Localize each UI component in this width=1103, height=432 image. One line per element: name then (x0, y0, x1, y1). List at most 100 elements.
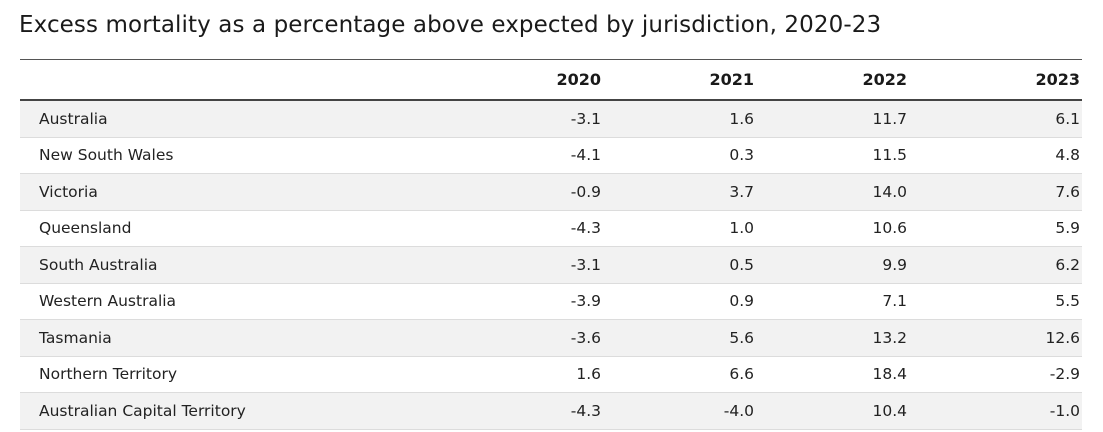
cell-2020: -4.3 (450, 210, 603, 247)
cell-value: 0.9 (729, 292, 754, 311)
cell-value: -3.9 (570, 292, 601, 311)
cell-2021: 1.0 (603, 210, 756, 247)
cell-2020: -3.1 (450, 100, 603, 137)
cell-value: 10.4 (872, 401, 907, 420)
cell-2022: 11.7 (756, 100, 909, 137)
cell-2021: 3.7 (603, 174, 756, 211)
cell-value: 6.1 (1055, 109, 1080, 128)
mortality-table: 2020 2021 2022 2023 Australia -3.1 1.6 11.7… (20, 59, 1082, 430)
row-jurisdiction-label: Victoria (39, 182, 98, 201)
cell-2022: 13.2 (756, 320, 909, 357)
row-jurisdiction-label: Tasmania (39, 328, 112, 347)
table-row: Victoria -0.9 3.7 14.0 7.6 (20, 173, 1082, 211)
cell-value: 11.7 (872, 109, 907, 128)
cell-value: -4.3 (570, 219, 601, 238)
cell-2021: 0.3 (603, 137, 756, 174)
table-header: 2020 2021 2022 2023 (20, 59, 1082, 101)
cell-2022: 10.4 (756, 393, 909, 430)
row-jurisdiction-label: Northern Territory (39, 365, 177, 384)
cell-2023: 6.2 (909, 247, 1082, 284)
cell-2020: -3.9 (450, 283, 603, 320)
cell-2022: 11.5 (756, 137, 909, 174)
cell-2023: 6.1 (909, 100, 1082, 137)
cell-value: 7.1 (882, 292, 907, 311)
cell-2021: 6.6 (603, 356, 756, 393)
table-row: Northern Territory 1.6 6.6 18.4 -2.9 (20, 356, 1082, 393)
cell-2022: 14.0 (756, 174, 909, 211)
cell-2023: 5.9 (909, 210, 1082, 247)
cell-2022: 7.1 (756, 283, 909, 320)
cell-value: -3.1 (570, 255, 601, 274)
cell-value: -3.6 (570, 328, 601, 347)
table-row: New South Wales -4.1 0.3 11.5 4.8 (20, 137, 1082, 174)
cell-value: 4.8 (1055, 146, 1080, 165)
table-body: Australia -3.1 1.6 11.7 6.1 New South Wales -4… (20, 100, 1082, 429)
cell-2023: 12.6 (909, 320, 1082, 357)
cell-2022: 10.6 (756, 210, 909, 247)
cell-2020: -3.6 (450, 320, 603, 357)
cell-2021: 5.6 (603, 320, 756, 357)
cell-value: 7.6 (1055, 182, 1080, 201)
header-2020-label: 2020 (556, 70, 601, 89)
header-2020: 2020 (450, 60, 603, 101)
cell-value: 12.6 (1045, 328, 1080, 347)
cell-value: 6.6 (729, 365, 754, 384)
header-2021: 2021 (603, 60, 756, 101)
table-row: Queensland -4.3 1.0 10.6 5.9 (20, 210, 1082, 247)
cell-value: -0.9 (570, 182, 601, 201)
table-row: Western Australia -3.9 0.9 7.1 5.5 (20, 283, 1082, 320)
row-jurisdiction-label: Australian Capital Territory (39, 401, 246, 420)
cell-2023: -2.9 (909, 356, 1082, 393)
row-jurisdiction-label: South Australia (39, 255, 158, 274)
cell-value: 1.0 (729, 219, 754, 238)
cell-value: 0.5 (729, 255, 754, 274)
cell-2020: -0.9 (450, 174, 603, 211)
cell-2021: 1.6 (603, 100, 756, 137)
table-row: Australia -3.1 1.6 11.7 6.1 (20, 100, 1082, 137)
cell-value: 18.4 (872, 365, 907, 384)
cell-value: 0.3 (729, 146, 754, 165)
cell-value: -1.0 (1049, 401, 1080, 420)
cell-value: -3.1 (570, 109, 601, 128)
table-row: Australian Capital Territory -4.3 -4.0 10.4… (20, 392, 1082, 430)
cell-2020: -4.1 (450, 137, 603, 174)
cell-value: 11.5 (872, 146, 907, 165)
cell-2023: 7.6 (909, 174, 1082, 211)
header-2022-label: 2022 (862, 70, 907, 89)
cell-2022: 18.4 (756, 356, 909, 393)
cell-2021: 0.5 (603, 247, 756, 284)
cell-value: 10.6 (872, 219, 907, 238)
table-row: South Australia -3.1 0.5 9.9 6.2 (20, 246, 1082, 284)
header-jurisdiction (20, 60, 450, 101)
cell-value: 5.9 (1055, 219, 1080, 238)
header-2023-label: 2023 (1035, 70, 1080, 89)
cell-value: 14.0 (872, 182, 907, 201)
header-2021-label: 2021 (709, 70, 754, 89)
cell-value: -4.3 (570, 401, 601, 420)
cell-value: 3.7 (729, 182, 754, 201)
cell-2022: 9.9 (756, 247, 909, 284)
cell-2020: -4.3 (450, 393, 603, 430)
header-2023: 2023 (909, 60, 1082, 101)
cell-value: -2.9 (1049, 365, 1080, 384)
header-row: 2020 2021 2022 2023 (20, 59, 1082, 101)
cell-value: 5.5 (1055, 292, 1080, 311)
header-2022: 2022 (756, 60, 909, 101)
cell-value: 5.6 (729, 328, 754, 347)
row-jurisdiction-label: Queensland (39, 219, 132, 238)
cell-value: 9.9 (882, 255, 907, 274)
row-jurisdiction-label: Western Australia (39, 292, 177, 311)
cell-2020: 1.6 (450, 356, 603, 393)
cell-value: 13.2 (872, 328, 907, 347)
cell-2020: -3.1 (450, 247, 603, 284)
cell-value: -4.1 (570, 146, 601, 165)
cell-2021: 0.9 (603, 283, 756, 320)
cell-value: 6.2 (1055, 255, 1080, 274)
cell-value: 1.6 (729, 109, 754, 128)
row-jurisdiction-label: Australia (39, 109, 108, 128)
cell-2023: -1.0 (909, 393, 1082, 430)
table-title: Excess mortality as a percentage above e… (19, 12, 882, 38)
cell-value: 1.6 (576, 365, 601, 384)
cell-2023: 4.8 (909, 137, 1082, 174)
